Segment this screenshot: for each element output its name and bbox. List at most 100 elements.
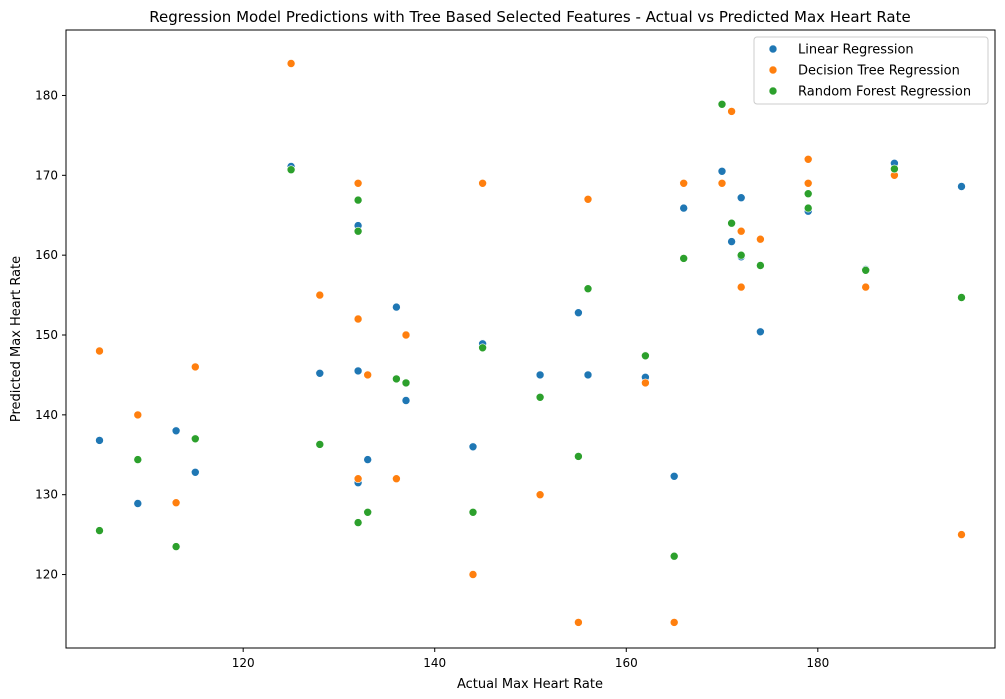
point-series-0-18 [669,471,679,481]
point-series-2-2 [171,542,181,551]
point-series-2-21 [727,218,736,228]
point-series-2-20 [717,100,727,109]
point-series-2-12 [468,507,478,517]
legend: Linear Regression Decision Tree Regressio… [753,36,989,105]
point-series-2-25 [803,203,813,213]
y-tick-label-6: 180 [35,88,58,102]
point-series-1-9 [363,370,373,380]
point-series-1-2 [171,498,181,508]
point-series-1-14 [535,490,545,500]
point-series-2-16 [583,284,593,294]
x-tick-label-3: 180 [806,656,829,670]
legend-marker-0 [768,44,778,54]
point-series-2-26 [861,265,871,275]
point-series-1-29 [957,530,966,539]
y-tick-label-4: 160 [35,248,58,262]
point-series-2-24 [803,189,813,198]
point-series-0-16 [583,370,593,380]
x-tick-label-0: 120 [232,656,255,670]
point-series-2-17 [641,351,650,361]
point-series-2-11 [401,378,411,388]
x-axis-ticks: 120 140 160 180 [232,648,829,670]
point-series-2-10 [392,374,401,384]
point-series-1-25 [803,155,813,164]
point-series-2-0 [95,526,104,535]
point-series-0-11 [401,396,411,405]
point-series-2-19 [679,254,689,263]
point-series-0-9 [363,455,373,464]
point-series-2-18 [669,551,679,561]
point-series-1-10 [392,474,401,484]
point-series-1-15 [574,618,583,627]
point-series-2-4 [286,165,296,174]
point-series-1-17 [641,378,650,388]
point-series-1-16 [583,195,593,204]
point-series-0-5 [315,368,325,378]
point-series-0-7 [353,366,363,376]
point-series-1-26 [803,179,813,188]
point-series-2-6 [353,195,363,205]
legend-label-2: Random Forest Regression [798,85,971,100]
point-series-0-22 [736,193,746,202]
point-series-0-15 [574,308,583,318]
point-series-1-18 [669,618,679,627]
point-series-2-7 [353,226,363,236]
chart-title: Regression Model Predictions with Tree B… [149,8,910,26]
point-series-0-20 [717,167,727,176]
point-series-0-1 [133,499,143,508]
y-tick-label-2: 140 [35,408,58,422]
point-series-1-4 [286,59,296,68]
y-axis-label: Predicted Max Heart Rate [9,256,24,422]
point-series-0-28 [957,182,966,191]
point-series-1-6 [353,179,363,188]
point-series-1-19 [679,179,689,188]
legend-marker-2 [768,86,778,96]
point-series-1-5 [315,290,325,300]
point-series-1-8 [353,474,363,484]
point-series-1-3 [191,362,200,372]
point-series-2-15 [574,452,583,461]
point-series-1-27 [861,282,871,292]
point-series-1-13 [478,179,487,188]
point-series-0-10 [392,302,401,312]
point-series-2-1 [133,455,143,464]
point-series-1-0 [95,346,104,356]
point-series-2-23 [756,261,765,270]
point-series-1-22 [736,226,746,236]
x-axis-label: Actual Max Heart Rate [457,677,603,692]
point-series-0-0 [95,436,104,445]
x-tick-label-2: 160 [615,656,638,670]
point-series-0-2 [171,426,181,436]
point-series-2-27 [890,164,899,174]
point-series-0-14 [535,370,545,380]
point-series-1-12 [468,570,478,579]
point-series-1-21 [727,107,736,116]
point-series-1-20 [717,179,727,188]
point-series-0-12 [468,442,478,452]
point-series-1-24 [756,234,765,244]
point-series-1-7 [353,314,363,324]
point-series-2-8 [353,518,363,527]
y-axis-ticks: 120 130 140 150 160 170 180 [35,88,66,582]
legend-label-0: Linear Regression [798,43,914,58]
point-series-1-11 [401,330,411,340]
point-series-2-3 [191,434,200,444]
point-series-1-1 [133,410,143,420]
y-tick-label-5: 170 [35,168,58,182]
point-series-2-28 [957,293,966,302]
points-layer [95,59,966,627]
legend-marker-1 [768,65,778,75]
x-tick-label-1: 140 [423,656,446,670]
point-series-2-9 [363,507,373,517]
point-series-2-22 [736,250,746,260]
y-tick-label-0: 120 [35,568,58,582]
legend-label-1: Decision Tree Regression [798,64,960,79]
y-tick-label-3: 150 [35,328,58,342]
plot-frame [65,29,996,649]
point-series-0-19 [679,203,689,213]
point-series-0-3 [191,467,200,477]
point-series-2-13 [478,343,487,353]
point-series-2-5 [315,440,325,449]
y-tick-label-1: 130 [35,488,58,502]
